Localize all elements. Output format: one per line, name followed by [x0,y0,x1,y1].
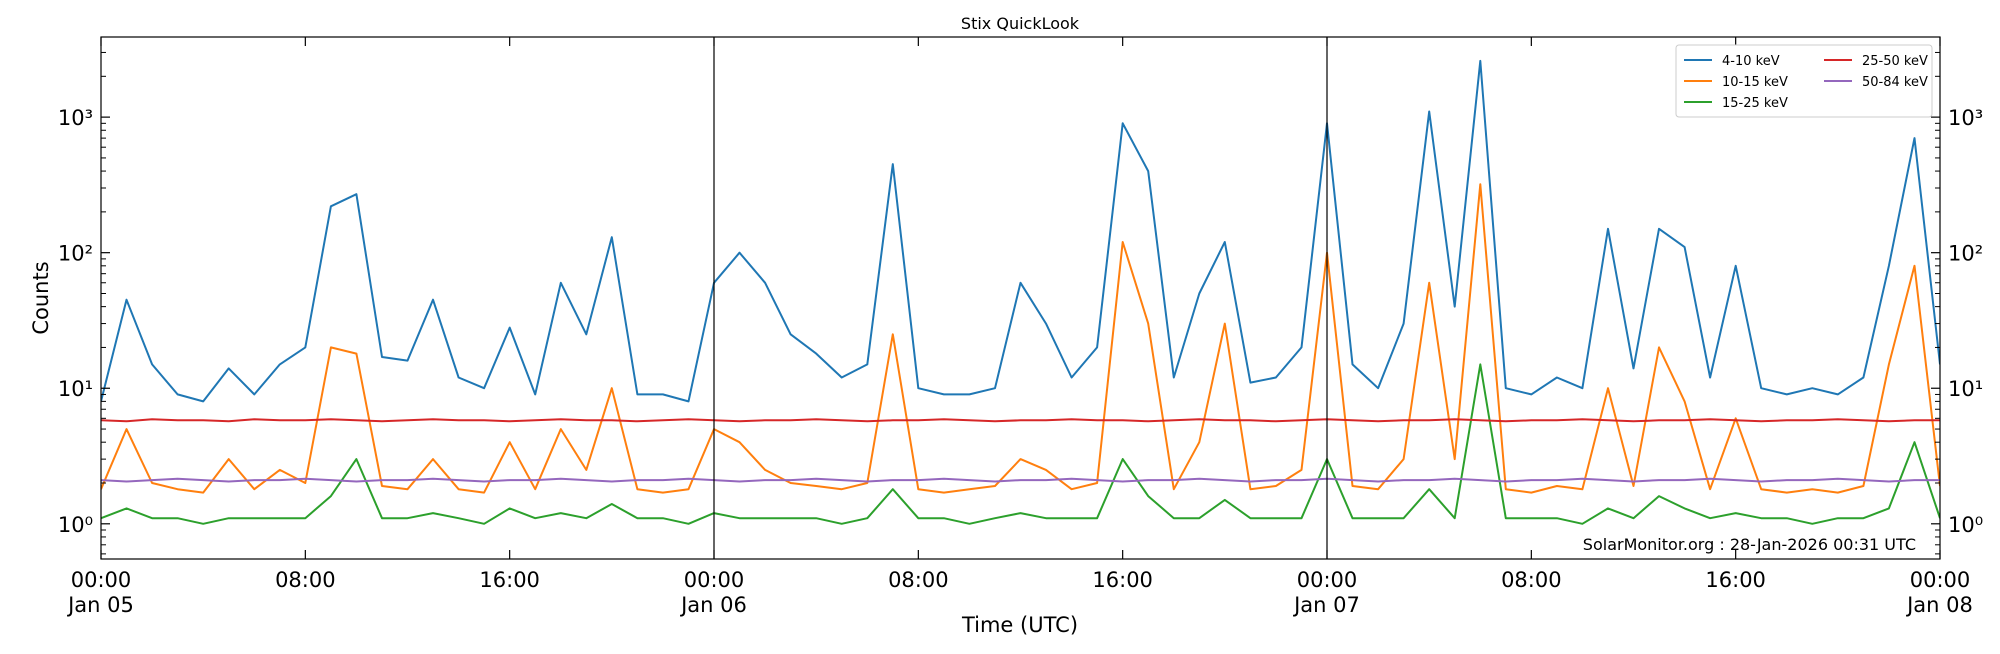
legend-label: 50-84 keV [1862,75,1928,90]
x-tick-label: 08:00 [888,568,949,592]
x-axis-label: Time (UTC) [961,613,1078,637]
x-tick-label: 00:00 Jan 08 [1905,568,1973,617]
y-tick-label-right: 10⁰ [1948,513,1983,537]
x-tick-label: 08:00 [275,568,336,592]
chart-title: Stix QuickLook [961,14,1080,33]
x-tick-label: 00:00 Jan 07 [1292,568,1360,617]
annotation: SolarMonitor.org : 28-Jan-2026 00:31 UTC [1583,535,1916,554]
y-tick-label: 10² [58,242,93,266]
data-line [101,418,1940,423]
data-line [101,477,1940,483]
legend-label: 15-25 keV [1722,96,1788,111]
data-line [101,183,1940,494]
legend-box [1675,44,1933,118]
y-tick-label: 10¹ [58,377,93,401]
data-line [101,59,1940,403]
y-tick-label-right: 10³ [1948,106,1983,130]
y-tick-label: 10⁰ [58,513,93,537]
y-tick-label-right: 10² [1948,242,1983,266]
x-tick-label: 00:00 Jan 05 [66,568,134,617]
axes-frame [100,36,1941,560]
x-tick-label: 16:00 [1092,568,1153,592]
y-tick-label: 10³ [58,106,93,130]
legend-label: 10-15 keV [1722,75,1788,90]
legend-label: 25-50 keV [1862,54,1928,69]
legend-label: 4-10 keV [1722,54,1780,69]
y-axis-label: Counts [29,261,53,334]
y-tick-label-right: 10¹ [1948,377,1983,401]
data-line [101,363,1940,525]
legend: 4-10 keV 10-15 keV 15-25 keV 25-50 keV 50-84… [1675,44,1933,118]
x-tick-label: 16:00 [479,568,540,592]
series-group [101,59,1940,525]
x-tick-label: 00:00 Jan 06 [679,568,747,617]
x-tick-label: 08:00 [1501,568,1562,592]
x-tick-label: 16:00 [1705,568,1766,592]
